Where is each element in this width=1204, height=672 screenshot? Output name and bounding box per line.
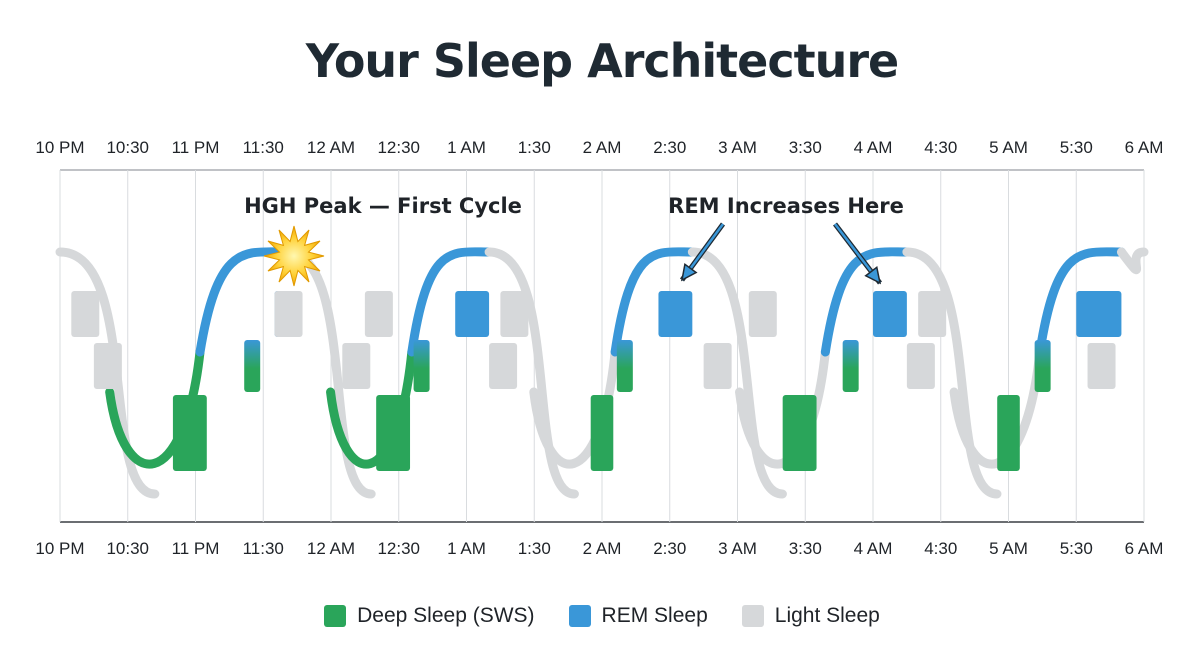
- x-tick-label-bottom: 6 AM: [1125, 539, 1164, 558]
- x-tick-label-bottom: 10 PM: [35, 539, 84, 558]
- x-tick-label-bottom: 10:30: [106, 539, 149, 558]
- sleep-curve-ascent: [1035, 247, 1126, 357]
- sleep-curve-ascent: [820, 247, 912, 357]
- x-tick-label-bottom: 5:30: [1060, 539, 1093, 558]
- chart-legend: Deep Sleep (SWS) REM Sleep Light Sleep: [0, 604, 1204, 628]
- light-sleep-block: [489, 343, 518, 389]
- x-tick-label-top: 11:30: [243, 138, 284, 157]
- light-sleep-block: [703, 343, 732, 389]
- annotation-rem-increases: REM Increases Here: [668, 194, 904, 218]
- x-tick-label-bottom: 4:30: [924, 539, 957, 558]
- x-tick-label-bottom: 2 AM: [583, 539, 622, 558]
- sleep-curve-ascent: [610, 247, 697, 357]
- deep-sleep-block: [376, 395, 411, 471]
- x-tick-label-bottom: 12:30: [377, 539, 420, 558]
- rem-sleep-block: [455, 291, 490, 337]
- light-sleep-block: [364, 291, 393, 337]
- sleep-curve-trough: [735, 347, 830, 469]
- x-tick-label-bottom: 11:30: [243, 539, 284, 558]
- sleep-curve-descent: [902, 247, 1002, 499]
- light-sleep-block: [274, 291, 303, 337]
- x-tick-label-bottom: 3:30: [789, 539, 822, 558]
- deep-sleep-block: [997, 395, 1020, 471]
- x-tick-label-bottom: 2:30: [653, 539, 686, 558]
- x-tick-label-bottom: 1:30: [518, 539, 551, 558]
- legend-label-deep: Deep Sleep (SWS): [357, 604, 535, 627]
- light-sleep-block: [918, 291, 947, 337]
- transition-block: [842, 340, 859, 392]
- legend-item-deep: Deep Sleep (SWS): [324, 604, 535, 628]
- light-sleep-block: [748, 291, 777, 337]
- x-tick-label-top: 2:30: [653, 138, 686, 157]
- legend-label-rem: REM Sleep: [601, 604, 708, 627]
- transition-block: [1034, 340, 1051, 392]
- deep-sleep-block: [782, 395, 817, 471]
- x-tick-label-bottom: 12 AM: [307, 539, 355, 558]
- x-tick-label-top: 1 AM: [447, 138, 486, 157]
- transition-block: [413, 340, 430, 392]
- deep-sleep-block: [172, 395, 207, 471]
- sleep-curve-descent: [484, 247, 579, 499]
- hgh-peak-burst-icon: [263, 225, 325, 287]
- legend-swatch-deep: [324, 605, 347, 627]
- transition-block: [616, 340, 633, 392]
- x-tick-label-top: 12:30: [377, 138, 420, 157]
- chart-title: Your Sleep Architecture: [305, 34, 900, 88]
- rem-sleep-block: [658, 291, 693, 337]
- transition-block: [244, 340, 261, 392]
- legend-swatch-light: [741, 605, 764, 627]
- sleep-curve-tail: [1116, 247, 1149, 275]
- sleep-curve-ascent: [407, 247, 494, 357]
- light-sleep-block: [500, 291, 529, 337]
- rem-arrow-right-icon: [833, 222, 882, 285]
- x-tick-label-top: 5:30: [1060, 138, 1093, 157]
- light-sleep-block: [1087, 343, 1116, 389]
- x-tick-label-top: 6 AM: [1125, 138, 1164, 157]
- x-tick-label-top: 4 AM: [854, 138, 893, 157]
- x-tick-label-bottom: 11 PM: [172, 539, 220, 558]
- x-tick-label-top: 4:30: [924, 138, 957, 157]
- legend-label-light: Light Sleep: [774, 604, 880, 627]
- annotation-hgh-peak: HGH Peak — First Cycle: [244, 194, 522, 218]
- sleep-curve-trough: [949, 347, 1045, 469]
- light-sleep-block: [342, 343, 371, 389]
- light-sleep-block: [93, 343, 122, 389]
- x-tick-label-top: 10:30: [106, 138, 149, 157]
- rem-sleep-block: [1076, 291, 1122, 337]
- deep-sleep-block: [590, 395, 614, 471]
- x-tick-label-bottom: 4 AM: [854, 539, 893, 558]
- x-tick-label-bottom: 1 AM: [447, 539, 486, 558]
- x-tick-label-bottom: 5 AM: [989, 539, 1028, 558]
- x-tick-label-bottom: 3 AM: [718, 539, 757, 558]
- sleep-curve-ascent: [195, 247, 291, 357]
- legend-item-rem: REM Sleep: [568, 604, 708, 628]
- x-tick-label-top: 10 PM: [35, 138, 84, 157]
- legend-swatch-rem: [568, 605, 591, 627]
- x-tick-label-top: 12 AM: [307, 138, 355, 157]
- x-tick-label-top: 3:30: [789, 138, 822, 157]
- light-sleep-block: [71, 291, 100, 337]
- x-tick-label-top: 3 AM: [718, 138, 757, 157]
- light-sleep-block: [906, 343, 935, 389]
- rem-sleep-block: [873, 291, 907, 337]
- legend-item-light: Light Sleep: [741, 604, 880, 628]
- sleep-curve-descent: [687, 247, 787, 499]
- x-tick-label-top: 1:30: [518, 138, 551, 157]
- x-tick-label-top: 5 AM: [989, 138, 1028, 157]
- sleep-architecture-chart: 10 PM 10 PM 10:30 10:30 11 PM 11 PM 11:30 11:30…: [35, 138, 1164, 558]
- rem-arrow-left-icon: [679, 222, 726, 282]
- x-tick-label-top: 11 PM: [172, 138, 220, 157]
- x-tick-label-top: 2 AM: [583, 138, 622, 157]
